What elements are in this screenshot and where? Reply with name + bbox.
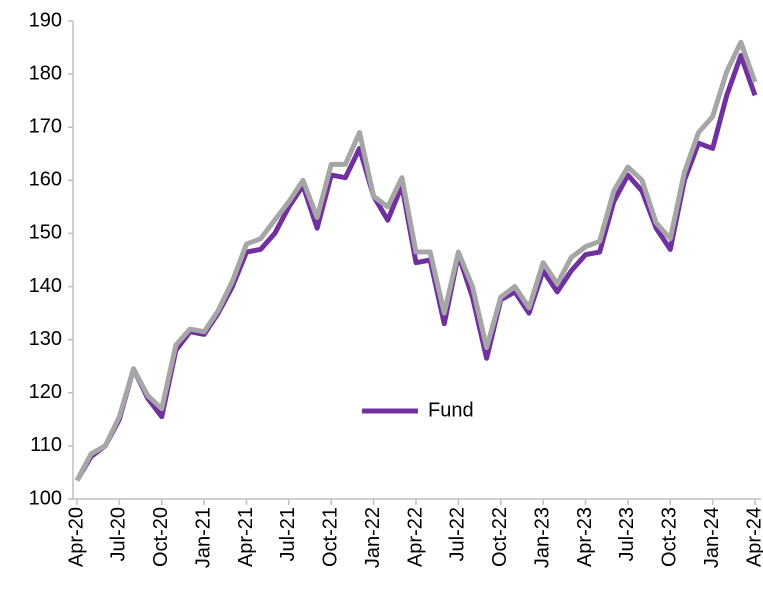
x-tick-label: Apr-23 [574,507,596,567]
x-tick-label: Jan-23 [531,507,553,568]
y-tick-label: 130 [29,328,62,350]
x-tick-label: Jan-22 [362,507,384,568]
x-tick-label: Jul-20 [108,507,130,561]
y-tick-label: 120 [29,381,62,403]
y-tick-label: 190 [29,9,62,31]
x-tick-label: Oct-22 [489,507,511,567]
line-series [74,39,758,482]
x-tick-label: Jan-21 [192,507,214,568]
x-tick-label: Apr-22 [404,507,426,567]
x-tick-label: Oct-23 [659,507,681,567]
x-tick-label: Jul-21 [277,507,299,561]
legend-label: Fund [428,399,474,421]
y-tick-label: 100 [29,487,62,509]
y-tick-label: 150 [29,222,62,244]
x-tick-label: Apr-24 [743,507,763,567]
x-tick-label: Jul-23 [616,507,638,561]
y-tick-label: 160 [29,169,62,191]
x-tick-label: Jul-22 [447,507,469,561]
x-tick-label: Apr-21 [235,507,257,567]
x-tick-label: Apr-20 [65,507,87,567]
x-tick-label: Oct-21 [320,507,342,567]
y-tick-label: 180 [29,62,62,84]
line-series [74,53,758,482]
x-tick-label: Oct-20 [150,507,172,567]
y-tick-label: 140 [29,275,62,297]
x-tick-label: Jan-24 [701,507,723,568]
y-tick-label: 110 [30,434,62,456]
y-tick-label: 170 [29,116,62,138]
